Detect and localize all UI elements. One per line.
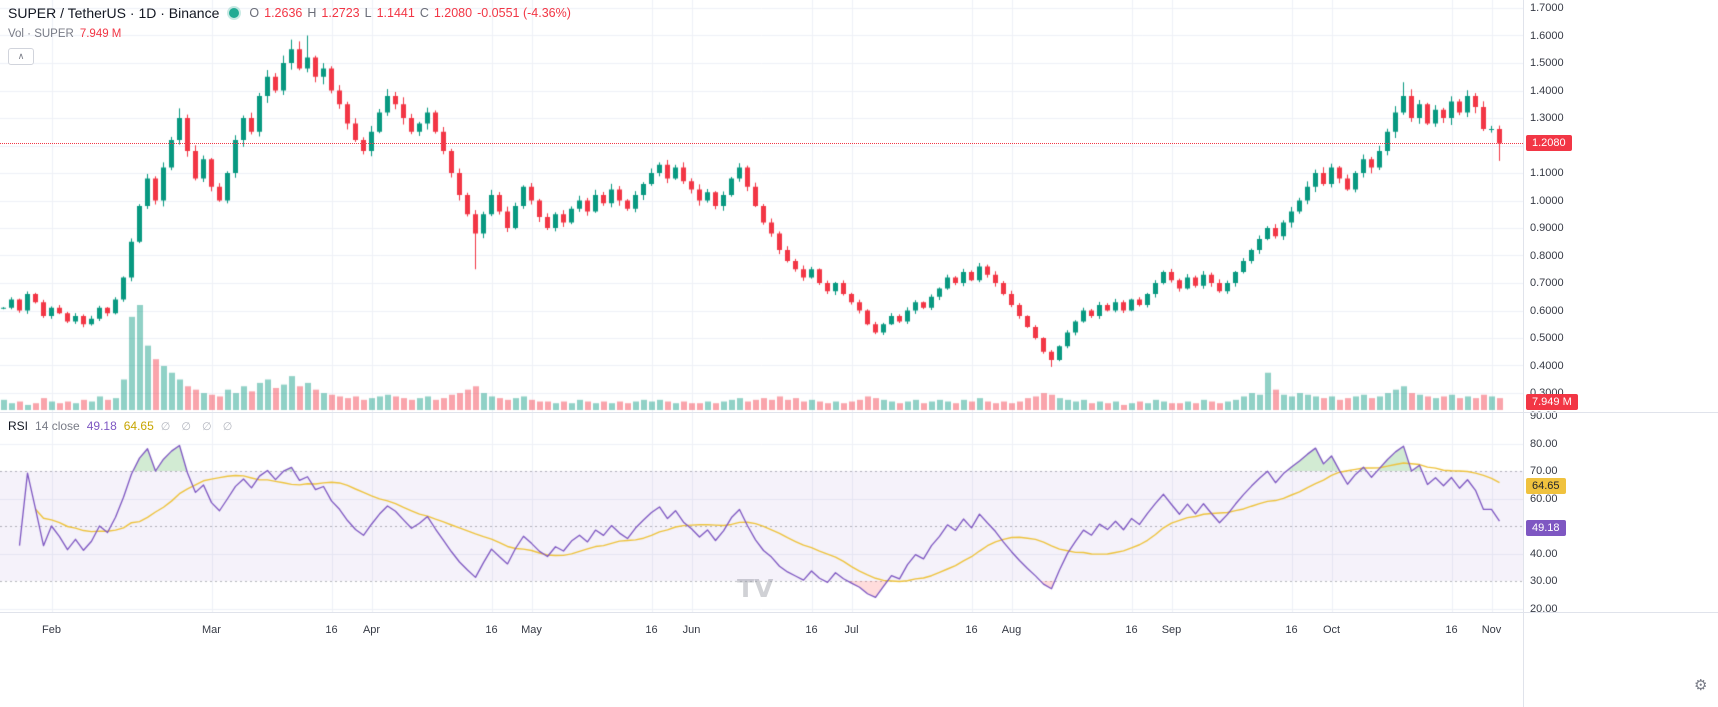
time-axis-label: Apr	[362, 624, 381, 636]
rsi-axis-tick: 80.00	[1530, 437, 1558, 450]
last-price-line	[0, 143, 1523, 144]
time-axis-label: Nov	[1481, 624, 1502, 636]
ohlc-open-label: O	[249, 6, 260, 20]
time-axis[interactable]: Feb Mar 16 Apr 16 May 16 Jun 16 Jul 16 Aug 16 Sep 16 Oc…	[0, 612, 1523, 707]
ohlc-high-value: 1.2723	[321, 6, 360, 20]
rsi-badge: 49.18	[1526, 520, 1566, 537]
time-axis-label: 16	[645, 624, 658, 636]
price-axis-tick: 0.8000	[1530, 249, 1564, 262]
time-axis-label: 16	[485, 624, 498, 636]
pane-divider[interactable]	[0, 412, 1718, 413]
time-axis-label: Oct	[1322, 624, 1341, 636]
ohlc-open-value: 1.2636	[264, 6, 303, 20]
ohlc-low-value: 1.1441	[376, 6, 415, 20]
ohlc-high-label: H	[307, 6, 317, 20]
time-axis-label: 16	[1285, 624, 1298, 636]
rsi-axis-tick: 20.00	[1530, 602, 1558, 615]
ohlc-low-label: L	[364, 6, 372, 20]
price-axis-scale[interactable]: 1.70001.60001.50001.40001.30001.20001.10…	[1523, 0, 1718, 707]
time-axis-label: May	[521, 624, 542, 636]
time-axis-label: Mar	[202, 624, 221, 636]
time-axis-label: 16	[965, 624, 978, 636]
time-axis-label: Sep	[1161, 624, 1182, 636]
symbol-title[interactable]: SUPER / TetherUS · 1D · Binance	[8, 5, 220, 21]
rsi-ma-badge: 64.65	[1526, 477, 1566, 494]
rsi-axis-tick: 40.00	[1530, 547, 1558, 560]
volume-badge: 7.949 M	[1526, 394, 1578, 410]
time-axis-label: Jun	[682, 624, 701, 636]
price-axis-tick: 0.6000	[1530, 304, 1564, 317]
ohlc-values: O 1.2636 H 1.2723 L 1.1441 C 1.2080 -0.0551 …	[249, 6, 571, 20]
price-axis-tick: 1.7000	[1530, 2, 1564, 14]
price-axis-tick: 1.4000	[1530, 84, 1564, 97]
settings-gear-icon[interactable]: ⚙	[1694, 677, 1708, 694]
price-axis-tick: 1.5000	[1530, 57, 1564, 69]
price-axis-tick: 1.1000	[1530, 167, 1564, 179]
volume-legend: Vol · SUPER 7.949 M	[8, 28, 571, 40]
symbol-row: SUPER / TetherUS · 1D · Binance O 1.2636 …	[8, 5, 571, 21]
pane-collapse-button[interactable]: ∧	[8, 48, 34, 65]
price-chart-canvas[interactable]	[0, 0, 1523, 412]
rsi-current-value: 49.18	[86, 419, 117, 433]
volume-value: 7.949 M	[79, 28, 122, 40]
time-axis-divider	[0, 612, 1718, 613]
ohlc-close-value: 1.2080	[433, 6, 473, 20]
ohlc-close-label: C	[419, 6, 429, 20]
price-axis-tick: 0.5000	[1530, 332, 1564, 344]
price-axis-tick: 0.9000	[1530, 222, 1564, 234]
price-axis-tick: 0.4000	[1530, 359, 1564, 372]
rsi-ma-value: 64.65	[123, 419, 154, 433]
last-price-badge: 1.2080	[1526, 135, 1572, 152]
time-axis-label: Jul	[844, 624, 859, 636]
time-axis-label: Feb	[42, 624, 61, 636]
time-axis-label: 16	[1445, 624, 1458, 636]
volume-label[interactable]: Vol · SUPER	[8, 28, 74, 40]
price-axis-tick: 0.7000	[1530, 277, 1564, 289]
market-status-icon	[229, 8, 240, 18]
tradingview-watermark-logo: TV	[737, 574, 774, 603]
rsi-axis-tick: 30.00	[1530, 575, 1558, 587]
price-axis-tick: 1.3000	[1530, 112, 1564, 124]
ohlc-change-value: -0.0551 (-4.36%)	[477, 6, 571, 20]
rsi-legend: RSI 14 close 49.18 64.65 ∅ ∅ ∅ ∅	[8, 419, 236, 433]
time-axis-label: 16	[805, 624, 818, 636]
rsi-empty-plot-values: ∅ ∅ ∅ ∅	[160, 420, 237, 433]
rsi-axis-tick: 90.00	[1530, 410, 1558, 422]
price-axis-tick: 1.0000	[1530, 194, 1564, 207]
price-axis-tick: 1.6000	[1530, 29, 1564, 42]
chevron-up-icon: ∧	[17, 51, 25, 61]
rsi-params: 14 close	[35, 419, 80, 433]
rsi-axis-tick: 60.00	[1530, 492, 1558, 505]
rsi-indicator-label[interactable]: RSI	[8, 419, 29, 433]
time-axis-label: 16	[325, 624, 338, 636]
symbol-legend: SUPER / TetherUS · 1D · Binance O 1.2636 …	[8, 5, 571, 65]
rsi-axis-tick: 70.00	[1530, 465, 1558, 477]
time-axis-label: Aug	[1001, 624, 1022, 636]
time-axis-label: 16	[1125, 624, 1138, 636]
rsi-pane-canvas[interactable]	[0, 412, 1523, 612]
